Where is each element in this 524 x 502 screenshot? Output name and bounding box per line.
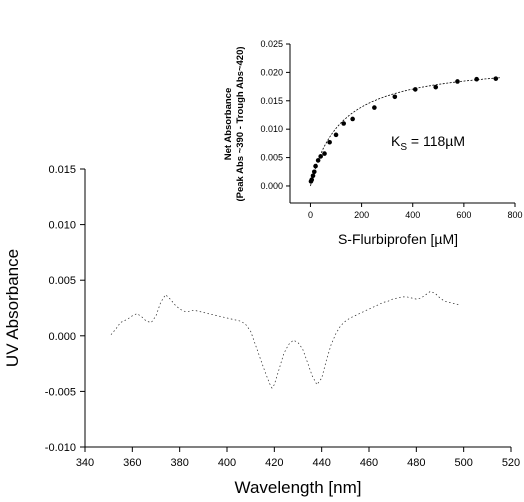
binding-data-point [333, 132, 339, 138]
main-x-tick-label: 460 [360, 457, 378, 469]
inset-y-tick-label: 0.010 [260, 124, 283, 134]
binding-data-point [310, 173, 316, 179]
main-x-tick-label: 380 [170, 457, 188, 469]
inset-fit-curve [310, 77, 500, 187]
main-x-tick-label: 420 [265, 457, 283, 469]
main-y-tick-label: 0.000 [48, 331, 76, 343]
binding-data-point [341, 121, 346, 126]
binding-data-point [327, 139, 332, 145]
inset-y-tick-label: 0.005 [260, 153, 283, 163]
inset-y-tick-label: 0.000 [260, 181, 283, 191]
ks-annotation: KS = 118µM [391, 133, 465, 153]
main-x-tick-label: 440 [312, 457, 330, 469]
inset-y-tick-label: 0.025 [260, 39, 283, 49]
inset-y-tick-label: 0.020 [260, 67, 283, 77]
inset-x-tick-label: 400 [405, 210, 420, 220]
main-x-tick-label: 340 [76, 457, 94, 469]
binding-data-point [493, 76, 499, 81]
binding-data-point [433, 84, 439, 90]
binding-data-point [318, 154, 323, 159]
main-y-axis-title: UV Absorbance [3, 249, 22, 367]
inset-chart: 0.000 0.005 0.010 0.015 0.020 0.025 0 200 400 60… [223, 39, 523, 247]
main-x-tick-label: 360 [123, 457, 141, 469]
main-y-tick-label: -0.010 [45, 442, 76, 454]
inset-y-axis-title-line2: (Peak Abs ~390 - Trough Abs~420) [235, 46, 246, 201]
binding-data-point [372, 105, 377, 110]
inset-x-tick-label: 600 [456, 210, 471, 220]
binding-data-point [412, 87, 418, 92]
main-y-tick-label: 0.010 [48, 220, 76, 232]
inset-y-axis-title-line1: Net Absorbance [223, 88, 234, 161]
uv-spectrum-line [110, 290, 459, 389]
main-x-tick-label: 500 [454, 457, 472, 469]
binding-data-point [455, 79, 460, 84]
main-y-tick-label: 0.005 [48, 275, 76, 287]
main-x-tick-label: 480 [407, 457, 425, 469]
inset-x-tick-label: 200 [354, 210, 369, 220]
binding-data-point [322, 151, 327, 156]
binding-data-point [313, 163, 318, 169]
binding-data-point [315, 158, 321, 163]
main-x-tick-label: 400 [218, 457, 236, 469]
main-y-tick-label: -0.005 [45, 386, 76, 398]
inset-y-tick-label: 0.015 [260, 96, 283, 106]
main-x-axis-title: Wavelength [nm] [235, 478, 362, 497]
binding-data-point [311, 169, 317, 175]
binding-data-point [309, 177, 315, 183]
main-chart: -0.010 -0.005 0.000 0.005 0.010 0.015 340 360 3… [3, 164, 520, 497]
inset-x-tick-label: 800 [507, 210, 522, 220]
inset-x-axis-title: S-Flurbiprofen [µM] [338, 231, 458, 247]
binding-data-point [474, 76, 479, 82]
inset-x-tick-label: 0 [308, 210, 313, 220]
main-x-tick-label: 520 [502, 457, 520, 469]
binding-data-point [392, 94, 398, 100]
main-y-tick-label: 0.015 [48, 164, 76, 176]
binding-data-point [350, 116, 355, 122]
